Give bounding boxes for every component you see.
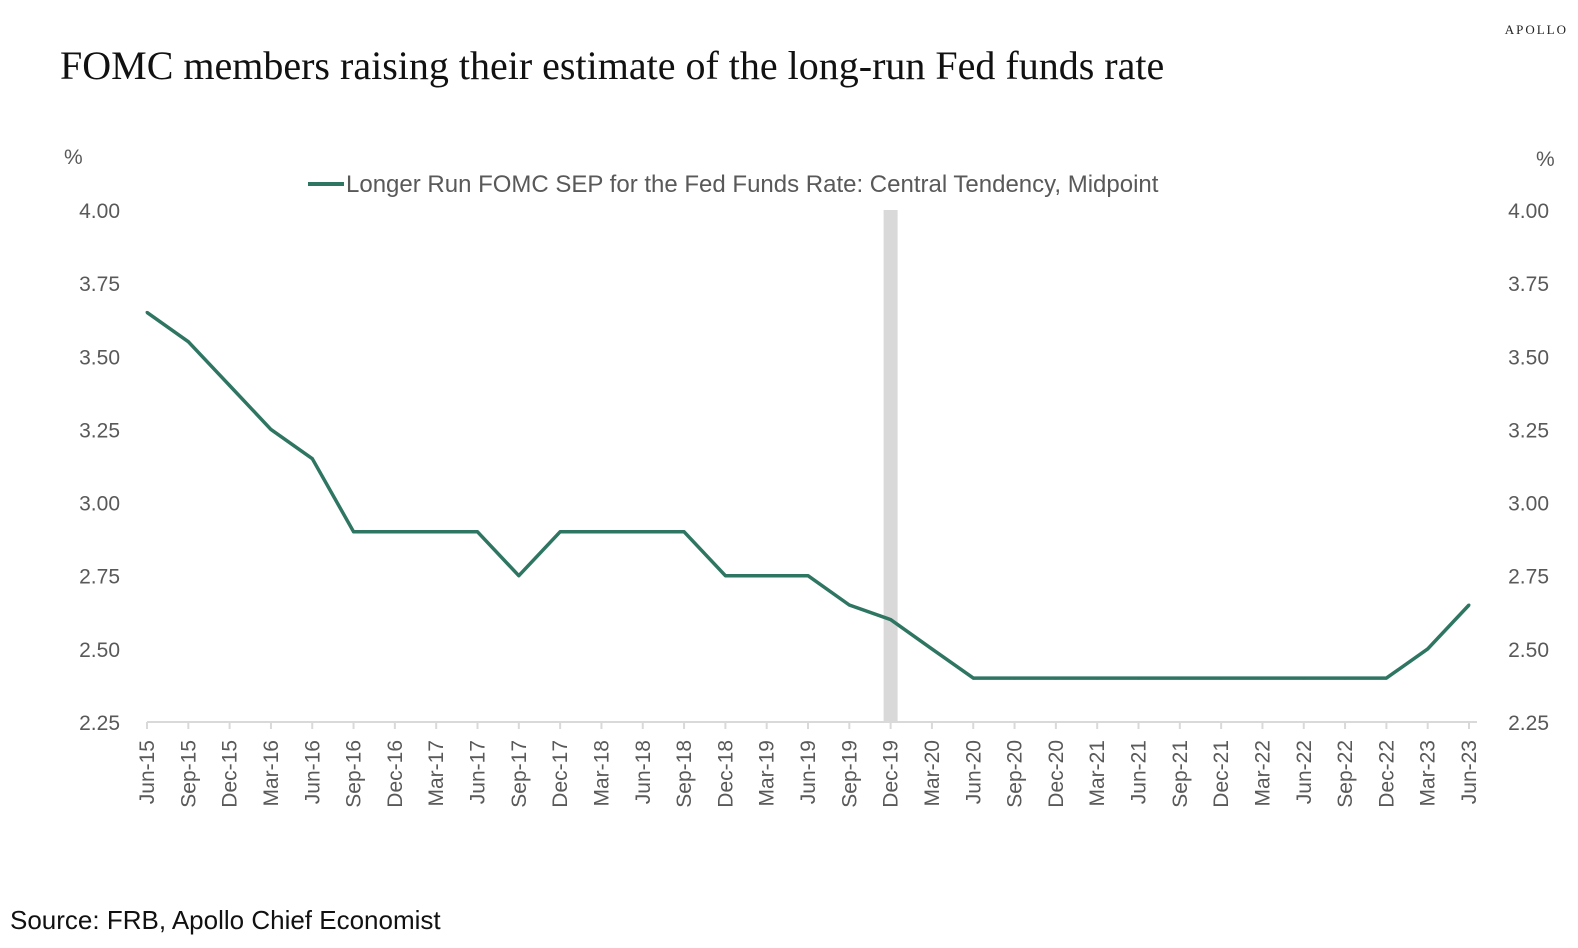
x-tick-label: Sep-15 [177,740,200,808]
x-tick-label: Jun-15 [136,740,159,804]
x-tick-label: Dec-16 [384,740,407,808]
x-tick-label: Mar-16 [260,740,283,807]
data-point [1343,676,1347,680]
y-tick-label-left: 4.00 [79,200,120,223]
legend: Longer Run FOMC SEP for the Fed Funds Ra… [308,171,1159,198]
x-tick-label: Mar-17 [425,740,448,807]
y-tick-label-right: 2.75 [1508,566,1549,589]
chart-title: FOMC members raising their estimate of t… [60,43,1165,88]
legend-label: Longer Run FOMC SEP for the Fed Funds Ra… [346,171,1159,198]
x-tick-label: Dec-18 [714,740,737,808]
data-point [930,647,934,651]
data-point [971,676,975,680]
series-layer [145,310,1471,680]
data-point [1054,676,1058,680]
y-tick-label-left: 3.25 [79,419,120,442]
x-tick-label: Jun-16 [301,740,324,804]
x-tick-label: Dec-22 [1375,740,1398,808]
data-point [476,530,479,534]
y-axis-right: 2.25 2.50 2.75 3.00 3.25 3.50 3.75 4.00 [1508,200,1549,735]
data-point [269,427,273,431]
x-tick-label: Dec-20 [1045,740,1068,808]
data-point [310,457,314,461]
y-axis-right-unit: % [1536,148,1555,171]
data-point [1095,676,1099,680]
x-tick-label: Mar-19 [756,740,779,807]
data-point [1137,676,1140,680]
x-tick-label: Mar-20 [921,740,944,807]
y-tick-label-left: 2.50 [79,639,120,662]
data-point [723,574,727,578]
data-point [1384,676,1388,680]
y-axis-left: 2.25 2.50 2.75 3.00 3.25 3.50 3.75 4.00 [79,200,120,735]
data-point [806,574,810,578]
data-point [765,574,769,578]
data-point [393,530,397,534]
data-point [228,384,232,388]
y-tick-label-right: 3.50 [1508,346,1549,369]
data-point [641,530,645,534]
data-point [889,618,893,622]
data-point [1260,676,1264,680]
x-tick-label: Mar-22 [1251,740,1274,807]
x-tick-label: Jun-18 [632,740,655,804]
source-note: Source: FRB, Apollo Chief Economist [10,905,441,935]
x-tick-label: Sep-21 [1169,740,1192,808]
y-tick-label-left: 3.50 [79,346,120,369]
y-tick-label-right: 2.25 [1508,712,1549,735]
y-tick-label-right: 3.00 [1508,493,1549,516]
x-tick-label: Jun-19 [797,740,820,804]
data-point [352,530,356,534]
x-tick-label: Jun-20 [962,740,985,804]
x-tick-label: Sep-18 [673,740,696,808]
series-line [145,310,1471,680]
data-point [145,310,149,314]
data-point [682,530,686,534]
y-tick-label-right: 3.75 [1508,273,1549,296]
x-tick-label: Jun-21 [1128,740,1151,804]
y-tick-label-right: 4.00 [1508,200,1549,223]
y-tick-label-left: 3.00 [79,493,120,516]
x-axis-tick-labels: Jun-15 Sep-15 Dec-15 Mar-16 Jun-16 Sep-16 Dec-… [136,740,1481,808]
x-tick-label: Jun-23 [1458,740,1481,804]
x-tick-label: Dec-17 [549,740,572,808]
data-point [847,603,851,607]
data-point [1219,676,1223,680]
y-tick-label-right: 3.25 [1508,419,1549,442]
x-tick-label: Dec-19 [880,740,903,808]
x-tick-label: Sep-19 [838,740,861,808]
data-point [1426,647,1430,651]
data-point [558,530,562,534]
x-tick-label: Mar-23 [1417,740,1440,807]
x-tick-label: Jun-22 [1293,740,1316,804]
shaded-period-layer [883,210,898,722]
x-tick-label: Jun-17 [467,740,490,804]
brand-logo: APOLLO [1504,22,1568,37]
y-tick-label-right: 2.50 [1508,639,1549,662]
data-point [517,574,521,578]
data-point [599,530,603,534]
y-tick-label-left: 2.75 [79,566,120,589]
x-tick-label: Mar-18 [590,740,613,807]
x-tick-label: Sep-20 [1004,740,1027,808]
y-tick-label-left: 2.25 [79,712,120,735]
data-point [186,340,190,344]
x-tick-label: Sep-22 [1334,740,1357,808]
y-axis-left-unit: % [64,146,83,169]
x-tick-label: Dec-21 [1210,740,1233,808]
data-point [1467,603,1471,607]
data-point [1013,676,1017,680]
shaded-period [883,210,898,722]
data-point [434,530,438,534]
x-tick-label: Sep-17 [508,740,531,808]
x-tick-label: Sep-16 [343,740,366,808]
data-point [1302,676,1306,680]
data-point [1178,676,1182,680]
x-tick-label: Dec-15 [219,740,242,808]
x-tick-label: Mar-21 [1086,740,1109,807]
x-axis [146,721,1477,729]
y-tick-label-left: 3.75 [79,273,120,296]
